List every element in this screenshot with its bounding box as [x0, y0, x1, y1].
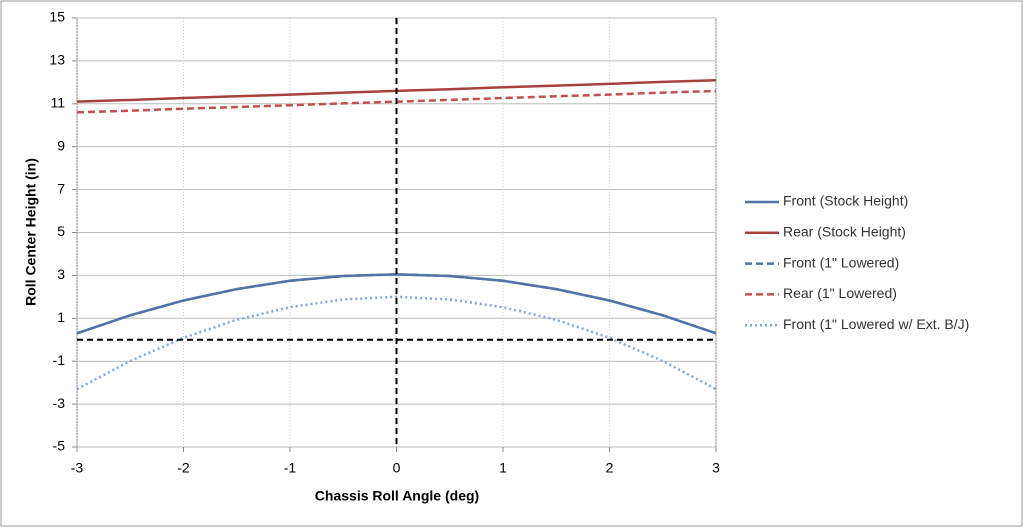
series-line: [76, 273, 717, 335]
y-tick-label: -3: [53, 395, 66, 411]
x-tick-label: 0: [393, 460, 401, 476]
x-axis-title: Chassis Roll Angle (deg): [315, 488, 479, 504]
legend-label: Rear (Stock Height): [783, 224, 906, 240]
x-tick-label: 1: [499, 460, 507, 476]
legend-label: Front (1" Lowered w/ Ext. B/J): [783, 316, 969, 332]
series-line: [76, 295, 717, 391]
y-tick-label: 11: [50, 95, 65, 111]
x-tick-label: -3: [71, 460, 84, 476]
y-tick-label: 7: [57, 180, 65, 196]
y-tick-label: 1: [57, 309, 65, 325]
y-axis-title: Roll Center Height (in): [23, 158, 39, 306]
y-tick-label: 9: [57, 137, 65, 153]
y-tick-label: 3: [57, 266, 65, 282]
legend-label: Front (Stock Height): [783, 193, 908, 209]
y-tick-label: -5: [53, 438, 66, 454]
x-tick-label: -2: [177, 460, 190, 476]
y-tick-label: 15: [49, 9, 65, 25]
legend-label: Front (1" Lowered): [783, 254, 899, 270]
legend-label: Rear (1" Lowered): [783, 285, 897, 301]
x-tick-label: -1: [284, 460, 297, 476]
x-tick-label: 2: [606, 460, 614, 476]
y-tick-label: 13: [49, 52, 65, 68]
x-tick-label: 3: [712, 460, 720, 476]
y-tick-label: -1: [53, 352, 66, 368]
y-tick-label: 5: [57, 223, 65, 239]
